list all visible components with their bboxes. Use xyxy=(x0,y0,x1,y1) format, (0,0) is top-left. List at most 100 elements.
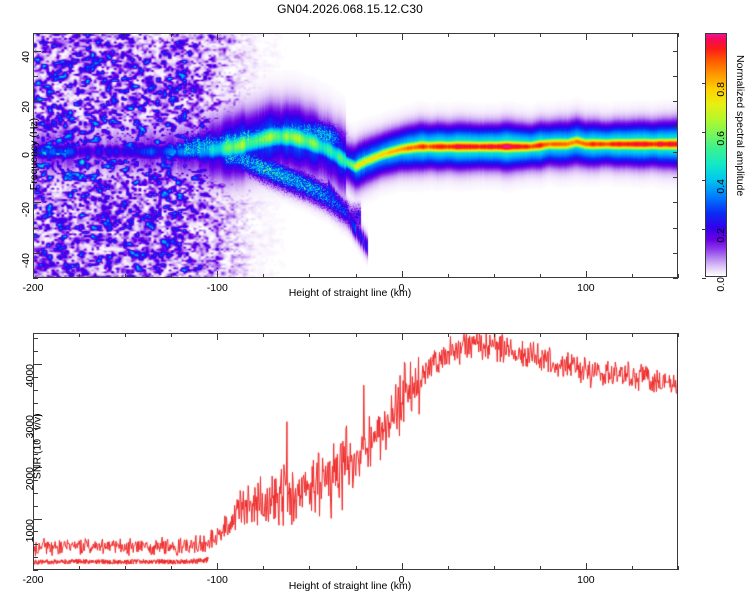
page-title: GN04.2026.068.15.12.C30 xyxy=(277,2,423,16)
snr-x-major-tick xyxy=(585,563,587,570)
spectrogram-x-major-tick xyxy=(217,271,219,278)
spectrogram-y-minor-tick xyxy=(673,227,678,229)
spectrogram-y-minor-tick xyxy=(673,126,678,128)
snr-x-tick-label: 0 xyxy=(398,574,405,586)
spectrogram-x-minor-tick xyxy=(631,274,633,278)
spectrogram-x-major-tick xyxy=(585,271,587,278)
colorbar-tick xyxy=(702,180,706,182)
snr-x-top-tick xyxy=(33,333,34,340)
snr-x-major-tick xyxy=(217,563,219,570)
snr-x-top-tick xyxy=(539,333,541,337)
colorbar-tick-label: 0.8 xyxy=(715,81,727,97)
snr-x-minor-tick xyxy=(355,566,357,570)
spectrogram-x-minor-tick xyxy=(79,274,81,278)
snr-x-minor-tick xyxy=(493,566,495,570)
spectrogram-x-top-tick xyxy=(401,33,403,40)
spectrogram-x-major-tick xyxy=(33,271,34,278)
snr-x-minor-tick xyxy=(309,566,311,570)
snr-x-minor-tick xyxy=(171,566,173,570)
spectrogram-y-major-tick xyxy=(33,151,41,153)
snr-y-minor-tick xyxy=(33,376,38,378)
snr-y-minor-tick xyxy=(33,505,38,507)
snr-y-major-tick xyxy=(33,415,42,417)
colorbar-tick-label: 0.0 xyxy=(715,277,727,292)
snr-x-minor-tick xyxy=(631,566,633,570)
snr-y-title-tail: v/v) xyxy=(31,413,44,434)
snr-y-minor-tick xyxy=(33,479,38,481)
spectrogram-x-minor-tick xyxy=(539,274,541,278)
spectrogram-y-axis-title: Frequency (Hz) xyxy=(28,117,40,191)
snr-y-major-tick xyxy=(33,363,42,365)
spectrogram-x-top-tick xyxy=(33,33,34,40)
snr-y-minor-tick xyxy=(33,441,38,443)
spectrogram-x-minor-tick xyxy=(171,274,173,278)
snr-x-top-tick xyxy=(79,333,81,337)
spectrogram-x-minor-tick xyxy=(447,274,449,278)
snr-y-major-tick xyxy=(33,518,42,520)
spectrogram-y-minor-tick xyxy=(673,101,678,103)
snr-x-top-tick xyxy=(447,333,449,337)
snr-x-major-tick xyxy=(401,563,403,570)
spectrogram-x-minor-tick xyxy=(263,274,265,278)
snr-x-top-tick xyxy=(217,333,219,340)
snr-x-tick-label: 100 xyxy=(577,574,595,586)
spectrogram-frame xyxy=(33,33,678,278)
spectrogram-x-top-tick xyxy=(631,33,633,37)
snr-y-minor-tick xyxy=(33,389,38,391)
spectrogram-x-top-tick xyxy=(125,33,127,37)
snr-x-top-tick xyxy=(585,333,587,340)
snr-x-minor-tick xyxy=(125,566,127,570)
spectrogram-y-minor-tick xyxy=(33,278,38,279)
colorbar-tick-label: 0.6 xyxy=(715,130,727,146)
spectrogram-panel xyxy=(33,33,679,279)
snr-x-top-tick xyxy=(309,333,311,337)
colorbar-gradient xyxy=(702,33,727,279)
spectrogram-x-top-tick xyxy=(585,33,587,40)
spectrogram-y-tick-label: 40 xyxy=(20,50,32,63)
spectrogram-x-minor-tick xyxy=(355,274,357,278)
spectrogram-y-major-tick xyxy=(33,252,41,254)
snr-x-minor-tick xyxy=(79,566,81,570)
spectrogram-x-top-tick xyxy=(79,33,81,37)
snr-x-top-tick xyxy=(401,333,403,340)
spectrogram-y-major-tick xyxy=(33,202,41,204)
spectrogram-x-tick-label: -100 xyxy=(206,282,228,294)
snr-y-minor-tick xyxy=(33,428,38,430)
spectrogram-x-top-tick xyxy=(171,33,173,37)
spectrogram-x-minor-tick xyxy=(309,274,311,278)
spectrogram-y-minor-tick xyxy=(673,252,678,254)
spectrogram-x-top-tick xyxy=(539,33,541,37)
snr-x-minor-tick xyxy=(447,566,449,570)
spectrogram-x-top-tick xyxy=(678,33,679,37)
snr-trace xyxy=(33,333,678,570)
snr-y-major-tick xyxy=(33,467,42,468)
snr-x-tick-label: -100 xyxy=(206,574,228,586)
colorbar-tick-label: 0.2 xyxy=(715,228,727,243)
snr-x-tick-label: -200 xyxy=(22,574,44,586)
spectrogram-x-minor-tick xyxy=(678,274,679,278)
colorbar-tick xyxy=(702,278,706,279)
snr-frame xyxy=(33,333,678,570)
snr-y-minor-tick xyxy=(33,351,38,352)
spectrogram-x-tick-label: 100 xyxy=(577,282,595,294)
spectrogram-y-minor-tick xyxy=(673,202,678,204)
spectrogram-x-minor-tick xyxy=(493,274,495,278)
spectrogram-y-minor-tick xyxy=(33,227,38,229)
snr-y-minor-tick xyxy=(33,338,38,340)
snr-y-minor-tick xyxy=(33,454,38,456)
snr-x-minor-tick xyxy=(678,566,679,570)
snr-y-title-main: SNR (10 xyxy=(31,435,44,480)
snr-y-title-exponent: * xyxy=(30,433,38,436)
spectrogram-y-tick-label: -40 xyxy=(20,252,32,268)
spectrogram-y-major-tick xyxy=(33,50,41,52)
snr-y-minor-tick xyxy=(33,531,38,533)
snr-panel xyxy=(33,333,679,571)
spectrogram-y-minor-tick xyxy=(673,75,678,77)
spectrogram-y-minor-tick xyxy=(673,50,678,52)
snr-y-axis-title: SNR (10 * v/v) xyxy=(31,381,44,511)
snr-y-minor-tick xyxy=(33,544,38,546)
snr-x-top-tick xyxy=(493,333,495,337)
snr-x-axis-title: Height of straight line (km) xyxy=(288,580,412,592)
spectrogram-x-top-tick xyxy=(355,33,357,37)
